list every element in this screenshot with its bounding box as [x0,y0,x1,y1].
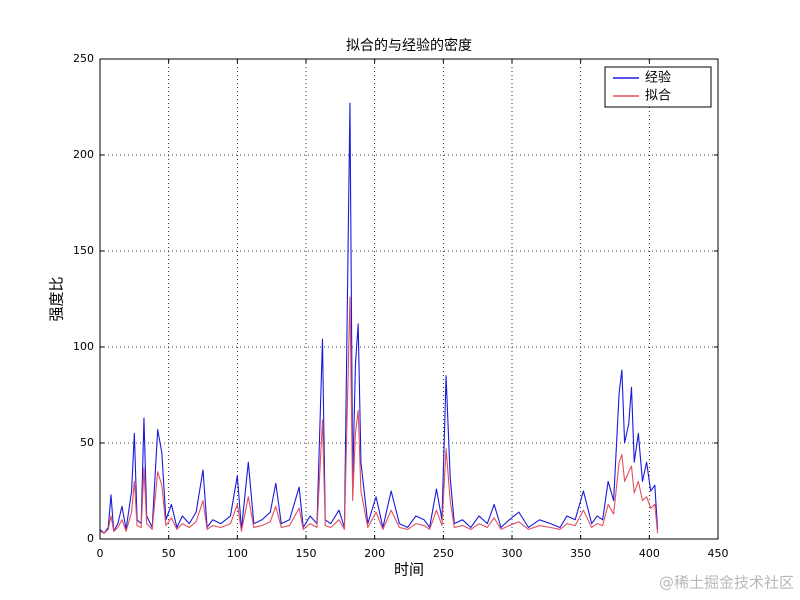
y-tick-label: 250 [73,52,94,65]
x-tick-label: 450 [708,547,729,560]
x-tick-label: 350 [570,547,591,560]
plot-frame [99,58,719,540]
data-line [99,296,659,534]
x-tick-label: 50 [162,547,176,560]
x-tick-label: 250 [433,547,454,560]
x-tick-label: 300 [502,547,523,560]
x-tick-label: 200 [364,547,385,560]
chart-title: 拟合的与经验的密度 [346,37,472,54]
x-tick-label: 100 [227,547,248,560]
y-tick-label: 100 [73,340,94,353]
y-tick-label: 200 [73,148,94,161]
x-tick-label: 400 [639,547,660,560]
x-axis-label: 时间 [394,561,424,579]
x-tick-label: 0 [97,547,104,560]
y-axis-label: 强度比 [48,276,66,321]
y-tick-label: 50 [80,436,94,449]
watermark: @稀土掘金技术社区 [659,574,794,592]
legend-label: 经验 [645,70,671,86]
y-tick-label: 150 [73,244,94,257]
legend-box [604,66,712,108]
data-line [99,102,659,534]
x-tick-label: 150 [296,547,317,560]
legend-label: 拟合 [645,89,671,104]
y-tick-label: 0 [87,532,94,545]
